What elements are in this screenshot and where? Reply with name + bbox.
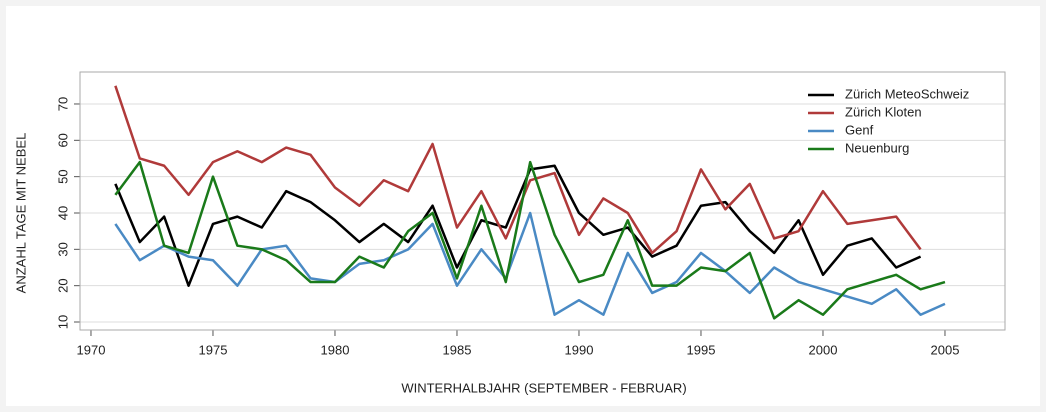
x-tick-label: 1985	[443, 342, 472, 357]
y-tick-label: 10	[55, 315, 70, 329]
y-tick-label: 60	[55, 133, 70, 147]
legend-label: Zürich MeteoSchweiz	[845, 86, 969, 101]
line-series	[114, 211, 946, 316]
y-tick-label: 40	[55, 206, 70, 220]
x-tick-label: 1980	[321, 342, 350, 357]
x-tick-label: 2000	[809, 342, 838, 357]
y-axis-label: ANZAHL TAGE MIT NEBEL	[13, 133, 28, 294]
legend-label: Zürich Kloten	[845, 104, 922, 119]
y-tick-label: 30	[55, 242, 70, 256]
x-tick-label: 1975	[199, 342, 228, 357]
x-tick-label: 1990	[565, 342, 594, 357]
x-tick-label: 2005	[931, 342, 960, 357]
x-tick-label: 1995	[687, 342, 716, 357]
y-tick-label: 50	[55, 169, 70, 183]
y-tick-label: 70	[55, 97, 70, 111]
legend-label: Genf	[845, 122, 874, 137]
y-tick-label: 20	[55, 278, 70, 292]
line-series	[114, 85, 922, 255]
legend-label: Neuenburg	[845, 140, 909, 155]
panel	[6, 6, 1040, 406]
x-tick-label: 1970	[77, 342, 106, 357]
line-series	[114, 160, 946, 320]
line-series	[114, 164, 922, 287]
plot-border	[79, 71, 1006, 331]
x-axis-label: WINTERHALBJAHR (SEPTEMBER - FEBRUAR)	[401, 380, 686, 395]
